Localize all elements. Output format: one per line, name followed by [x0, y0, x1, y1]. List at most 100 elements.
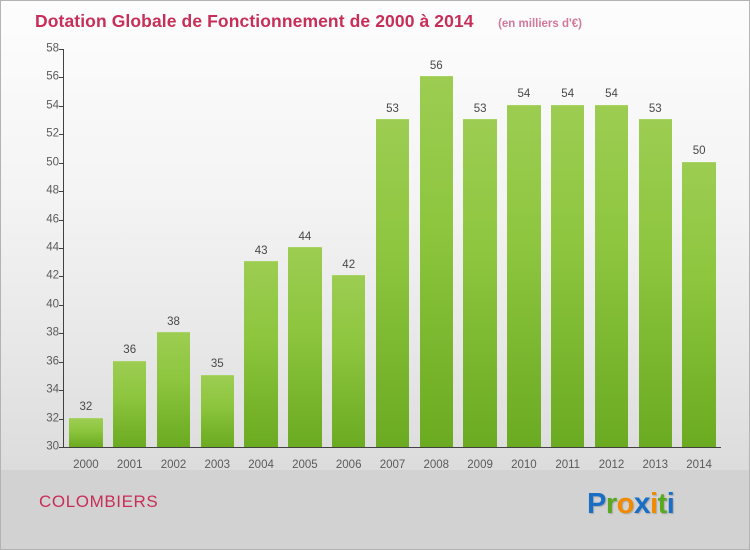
y-axis-tick	[59, 418, 64, 420]
bar-value-label: 38	[167, 315, 180, 328]
x-axis-tick-label: 2005	[292, 459, 318, 471]
y-axis-tick-label: 50	[46, 155, 59, 168]
bar-value-label: 42	[342, 258, 356, 271]
x-axis-tick-label: 2013	[642, 459, 669, 471]
bar-group: 44 2005	[283, 49, 327, 471]
x-axis-tick-label: 2011	[555, 459, 581, 471]
plot-area: 30 32 34 36 38 40 42 44 46 48 50 52 54 56 58 32 2000 36 2…	[1, 42, 749, 471]
y-axis-tick	[59, 105, 64, 107]
y-axis-tick	[59, 134, 64, 136]
bar-value-label: 53	[473, 102, 487, 115]
logo-letter-p-0: P	[587, 488, 606, 520]
y-axis-tick-label: 42	[46, 269, 59, 282]
y-axis-tick-label: 38	[46, 326, 59, 339]
x-axis-tick-label: 2014	[686, 459, 712, 471]
bar-value-label: 44	[298, 230, 312, 243]
logo-letter-t-5: t	[657, 488, 668, 520]
logo-letter-i-4: i	[650, 488, 658, 520]
bar[interactable]	[551, 104, 585, 447]
y-axis-tick-label: 30	[46, 440, 59, 453]
x-axis-tick-label: 2012	[598, 459, 625, 471]
bar[interactable]	[463, 119, 497, 447]
y-axis-tick-label: 54	[46, 99, 59, 112]
bar-group: 54 2012	[590, 49, 634, 471]
bar[interactable]	[507, 104, 541, 447]
bar-series: 32 2000 36 2001 38 2002 35 2003 43 2004 44 2005 42 20…	[64, 49, 721, 471]
bar[interactable]	[244, 261, 278, 447]
bar[interactable]	[419, 76, 453, 447]
bar-group: 35 2003	[195, 49, 239, 471]
y-axis-tick	[59, 361, 64, 363]
y-axis-tick	[59, 191, 64, 193]
bar-value-label: 53	[386, 102, 399, 115]
bar-group: 50 2014	[677, 49, 721, 471]
bar[interactable]	[375, 119, 410, 447]
bar-value-label: 35	[210, 358, 224, 371]
bar-value-label: 53	[648, 102, 662, 115]
bar-group: 54 2010	[502, 49, 546, 471]
x-axis-tick-label: 2007	[379, 459, 406, 471]
x-axis-line	[63, 447, 721, 448]
bar[interactable]	[682, 161, 716, 447]
y-axis-tick-label: 34	[46, 383, 59, 396]
y-axis-tick-label: 40	[46, 298, 59, 311]
bar-value-label: 50	[692, 145, 706, 158]
y-axis-tick-label: 56	[46, 70, 59, 83]
bar[interactable]	[332, 275, 366, 447]
bar-value-label: 36	[123, 344, 137, 357]
y-axis-tick	[59, 219, 64, 221]
chart-header: Dotation Globale de Fonctionnement de 20…	[1, 1, 749, 43]
x-axis-tick-label: 2000	[73, 459, 99, 471]
y-axis-tick	[59, 49, 64, 50]
bar-value-label: 54	[517, 88, 531, 101]
bar-value-label: 32	[79, 401, 93, 414]
bar-value-label: 54	[561, 88, 575, 101]
title-row: Dotation Globale de Fonctionnement de 20…	[35, 11, 582, 32]
bar-group: 38 2002	[152, 49, 196, 471]
page-title: Dotation Globale de Fonctionnement de 20…	[35, 11, 474, 31]
y-axis-tick	[59, 447, 64, 448]
y-axis-tick-label: 48	[46, 184, 59, 197]
y-axis-tick	[59, 304, 64, 306]
y-axis-tick	[59, 248, 64, 249]
bar[interactable]	[638, 119, 672, 447]
x-axis-tick-label: 2003	[204, 459, 231, 471]
logo-letter-o-2: o	[616, 488, 635, 520]
chart-subtitle: (en milliers d'€)	[498, 18, 582, 30]
bar[interactable]	[200, 374, 234, 447]
bar[interactable]	[288, 247, 322, 447]
x-axis-tick-label: 2010	[511, 459, 537, 471]
y-axis-tick-label: 46	[46, 212, 59, 225]
y-axis-tick	[59, 77, 64, 79]
x-axis-tick-label: 2009	[467, 459, 493, 471]
bar[interactable]	[69, 417, 103, 447]
y-axis-tick	[59, 276, 64, 278]
bar-group: 42 2006	[327, 49, 371, 471]
bar[interactable]	[113, 360, 147, 447]
bar-group: 43 2004	[239, 49, 283, 471]
bar-group: 56 2008	[414, 49, 458, 471]
x-axis-tick-label: 2008	[423, 459, 450, 471]
bar-value-label: 54	[605, 88, 618, 101]
y-axis-tick	[59, 390, 64, 392]
y-axis-tick-label: 52	[46, 127, 59, 140]
bar-group: 53 2013	[633, 49, 677, 471]
chart-footer: COLOMBIERS Proxiti	[1, 470, 749, 549]
y-axis-tick	[59, 162, 64, 164]
bar[interactable]	[156, 332, 191, 447]
x-axis-tick-label: 2006	[335, 459, 362, 471]
y-axis-tick-label: 58	[46, 42, 59, 55]
bar-group: 32 2000	[64, 49, 108, 471]
bar-value-label: 43	[254, 244, 268, 257]
bar-group: 53 2007	[371, 49, 415, 471]
y-axis-tick-label: 32	[46, 411, 59, 424]
y-axis-tick-label: 36	[46, 354, 59, 367]
bar[interactable]	[594, 104, 629, 447]
bar-group: 54 2011	[546, 49, 590, 471]
logo-letter-r-1: r	[605, 488, 617, 520]
bar-group: 53 2009	[458, 49, 502, 471]
y-axis-tick-label: 44	[46, 241, 59, 254]
proxiti-logo[interactable]: Proxiti	[587, 487, 675, 521]
bar-value-label: 56	[429, 59, 443, 72]
